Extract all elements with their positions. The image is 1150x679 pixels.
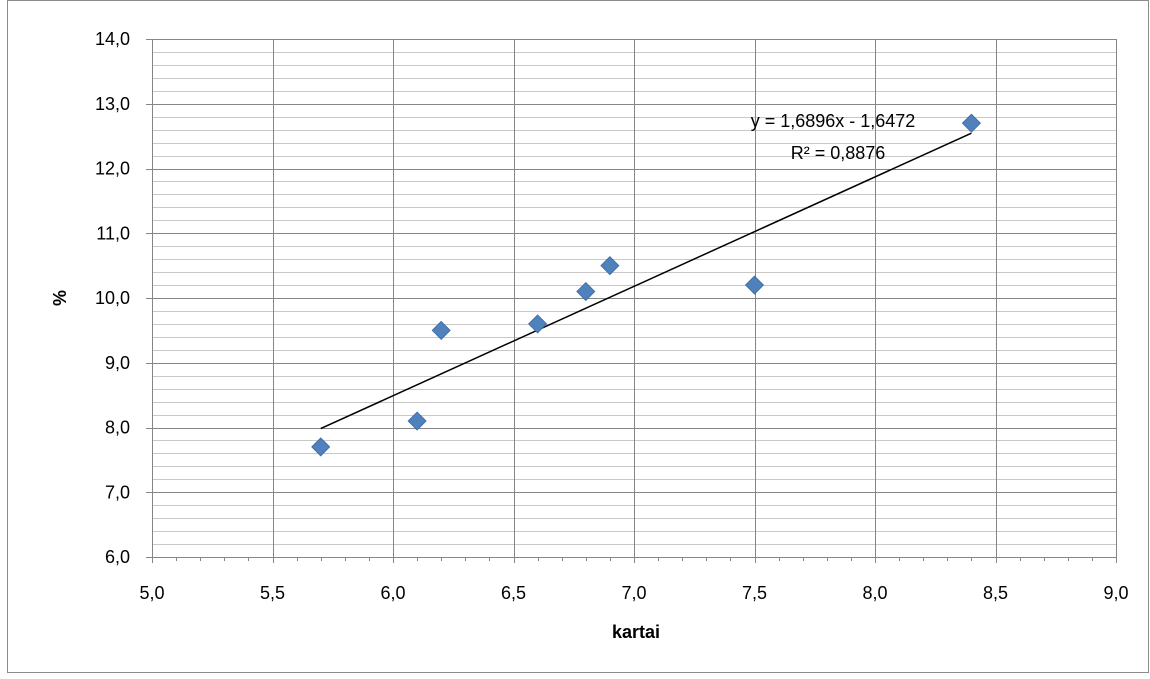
chart-border bbox=[7, 0, 1149, 673]
data-point bbox=[528, 314, 548, 334]
y-tick-label: 10,0 bbox=[95, 288, 130, 308]
x-tick-label: 8,0 bbox=[862, 583, 887, 603]
y-tick-label: 7,0 bbox=[105, 482, 130, 502]
x-tick-label: 7,0 bbox=[621, 583, 646, 603]
data-point bbox=[311, 437, 331, 457]
data-point bbox=[744, 275, 765, 295]
trendline-group bbox=[320, 132, 972, 430]
y-tick-label: 11,0 bbox=[96, 223, 130, 243]
x-tick-labels: 5,0 5,5 6,0 6,5 7,0 7,5 8,0 8,5 9,0 bbox=[139, 583, 1128, 603]
data-point bbox=[576, 281, 596, 302]
x-tick-label: 7,5 bbox=[742, 583, 767, 603]
data-point bbox=[961, 113, 981, 133]
data-point bbox=[600, 256, 620, 276]
data-point bbox=[407, 411, 427, 431]
y-tick-label: 9,0 bbox=[105, 353, 130, 373]
x-tick-label: 8,5 bbox=[983, 583, 1008, 603]
y-tick-labels: 6,0 7,0 8,0 9,0 10,0 11,0 12,0 13,0 14,0 bbox=[95, 29, 130, 567]
x-tick-label: 6,5 bbox=[501, 583, 526, 603]
y-tick-label: 12,0 bbox=[95, 159, 130, 179]
x-axis-label: kartai bbox=[612, 622, 660, 642]
trendline-equation: y = 1,6896x - 1,6472 bbox=[751, 111, 916, 131]
y-tick-label: 8,0 bbox=[105, 418, 130, 438]
x-tick-label: 6,0 bbox=[380, 583, 405, 603]
x-tick-label: 5,0 bbox=[139, 583, 164, 603]
data-point bbox=[431, 320, 451, 340]
trendline bbox=[320, 132, 972, 430]
y-tick-label: 6,0 bbox=[105, 547, 130, 567]
x-tick-label: 9,0 bbox=[1103, 583, 1128, 603]
x-tick-label: 5,5 bbox=[260, 583, 285, 603]
axes bbox=[152, 39, 1116, 558]
trendline-r-squared: R² = 0,8876 bbox=[791, 143, 886, 163]
data-points bbox=[311, 113, 981, 457]
y-axis-label: % bbox=[50, 290, 70, 306]
y-tick-label: 13,0 bbox=[95, 94, 130, 114]
y-tick-label: 14,0 bbox=[95, 29, 130, 49]
